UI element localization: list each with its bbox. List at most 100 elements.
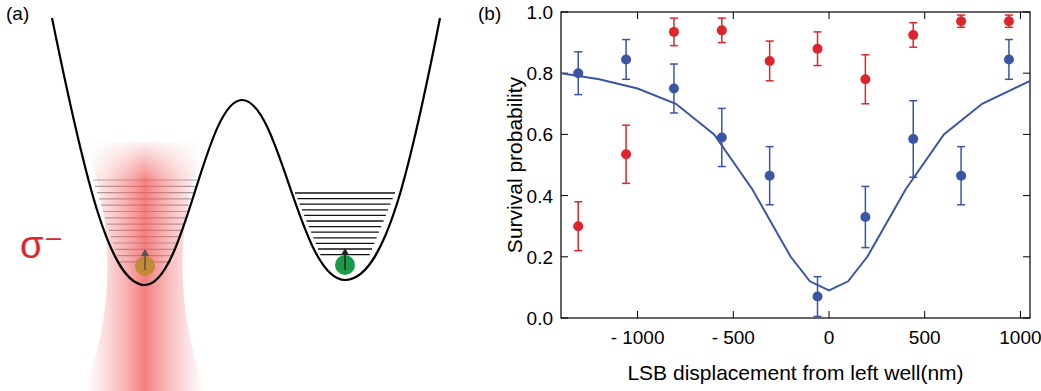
error-cap bbox=[670, 63, 678, 65]
data-point bbox=[573, 221, 583, 231]
marks bbox=[561, 15, 1030, 316]
y-tick bbox=[561, 195, 568, 196]
figure: (a)σ⁻(b)- 1000- 500050010000.00.20.40.60… bbox=[0, 0, 1041, 391]
data-point bbox=[1004, 54, 1014, 64]
y-tick bbox=[561, 12, 568, 13]
error-bar bbox=[909, 23, 917, 47]
y-tick bbox=[1023, 318, 1030, 319]
y-tick bbox=[561, 256, 568, 257]
error-cap bbox=[670, 45, 678, 47]
panel-label: (b) bbox=[478, 3, 501, 24]
x-tick-label: - 1000 bbox=[611, 327, 665, 348]
y-tick-label: 0.8 bbox=[527, 63, 553, 84]
error-bar bbox=[1005, 40, 1013, 80]
error-cap bbox=[622, 79, 630, 81]
error-cap bbox=[861, 103, 869, 105]
x-tick bbox=[924, 311, 925, 318]
fit-curve bbox=[561, 73, 1030, 290]
error-cap bbox=[670, 112, 678, 114]
x-tick bbox=[829, 12, 830, 19]
y-tick bbox=[561, 134, 568, 135]
energy-level bbox=[311, 232, 379, 233]
error-cap bbox=[718, 17, 726, 19]
error-cap bbox=[718, 108, 726, 110]
data-point bbox=[669, 84, 679, 94]
error-cap bbox=[909, 100, 917, 102]
energy-level bbox=[307, 220, 384, 221]
error-cap bbox=[718, 166, 726, 168]
y-tick bbox=[561, 318, 568, 319]
spin-arrow-head bbox=[341, 248, 349, 255]
error-cap bbox=[766, 40, 774, 42]
error-bar bbox=[718, 108, 726, 166]
error-cap bbox=[861, 247, 869, 249]
x-tick-label: 0 bbox=[824, 327, 835, 348]
data-point bbox=[956, 171, 966, 181]
error-cap bbox=[909, 46, 917, 48]
energy-level bbox=[297, 198, 392, 199]
error-cap bbox=[574, 250, 582, 252]
error-cap bbox=[670, 17, 678, 19]
error-bar bbox=[909, 101, 917, 178]
data-point bbox=[813, 44, 823, 54]
y-tick bbox=[1023, 73, 1030, 74]
x-tick-label: 1000 bbox=[999, 327, 1041, 348]
error-bar bbox=[814, 277, 822, 317]
energy-level bbox=[309, 226, 381, 227]
beam-label: σ⁻ bbox=[20, 224, 64, 266]
error-bar bbox=[957, 147, 965, 205]
error-bar bbox=[766, 147, 774, 205]
error-cap bbox=[766, 80, 774, 82]
data-point bbox=[1004, 16, 1014, 26]
error-cap bbox=[861, 54, 869, 56]
error-cap bbox=[622, 124, 630, 126]
y-tick bbox=[1023, 256, 1030, 257]
error-cap bbox=[814, 316, 822, 318]
error-bar bbox=[670, 64, 678, 113]
data-point bbox=[860, 74, 870, 84]
data-point bbox=[765, 171, 775, 181]
error-bar bbox=[574, 202, 582, 251]
x-tick-label: 500 bbox=[909, 327, 941, 348]
y-tick-label: 1.0 bbox=[527, 2, 553, 23]
x-tick bbox=[1020, 311, 1021, 318]
y-tick-label: 0.4 bbox=[527, 186, 554, 207]
data-point bbox=[765, 56, 775, 66]
data-point bbox=[669, 27, 679, 37]
x-tick bbox=[637, 12, 638, 19]
error-bar bbox=[1005, 15, 1013, 27]
error-bar bbox=[814, 32, 822, 66]
error-cap bbox=[718, 42, 726, 44]
x-tick bbox=[924, 12, 925, 19]
error-bar bbox=[766, 41, 774, 81]
error-bar bbox=[622, 40, 630, 80]
y-tick bbox=[1023, 195, 1030, 196]
error-cap bbox=[1005, 14, 1013, 16]
error-cap bbox=[622, 183, 630, 185]
error-bar bbox=[861, 55, 869, 104]
energy-level bbox=[295, 192, 395, 193]
error-cap bbox=[957, 146, 965, 148]
axes: - 1000- 500050010000.00.20.40.60.81.0LSB… bbox=[503, 2, 1041, 384]
double-well-diagram: σ⁻ bbox=[20, 18, 440, 391]
error-cap bbox=[766, 146, 774, 148]
panel-label: (a) bbox=[6, 3, 29, 24]
x-tick-label: - 500 bbox=[712, 327, 755, 348]
error-cap bbox=[1005, 27, 1013, 29]
error-cap bbox=[1005, 39, 1013, 41]
data-point bbox=[573, 68, 583, 78]
y-tick-label: 0.0 bbox=[527, 308, 553, 329]
data-point bbox=[621, 149, 631, 159]
energy-level bbox=[316, 243, 375, 244]
y-tick bbox=[1023, 12, 1030, 13]
energy-level bbox=[304, 215, 386, 216]
potential-curve bbox=[52, 18, 440, 285]
data-point bbox=[717, 132, 727, 142]
error-cap bbox=[814, 65, 822, 67]
error-bar bbox=[957, 15, 965, 27]
x-tick bbox=[829, 311, 830, 318]
data-point bbox=[717, 25, 727, 35]
error-cap bbox=[909, 22, 917, 24]
y-tick-label: 0.2 bbox=[527, 247, 553, 268]
data-point bbox=[956, 16, 966, 26]
